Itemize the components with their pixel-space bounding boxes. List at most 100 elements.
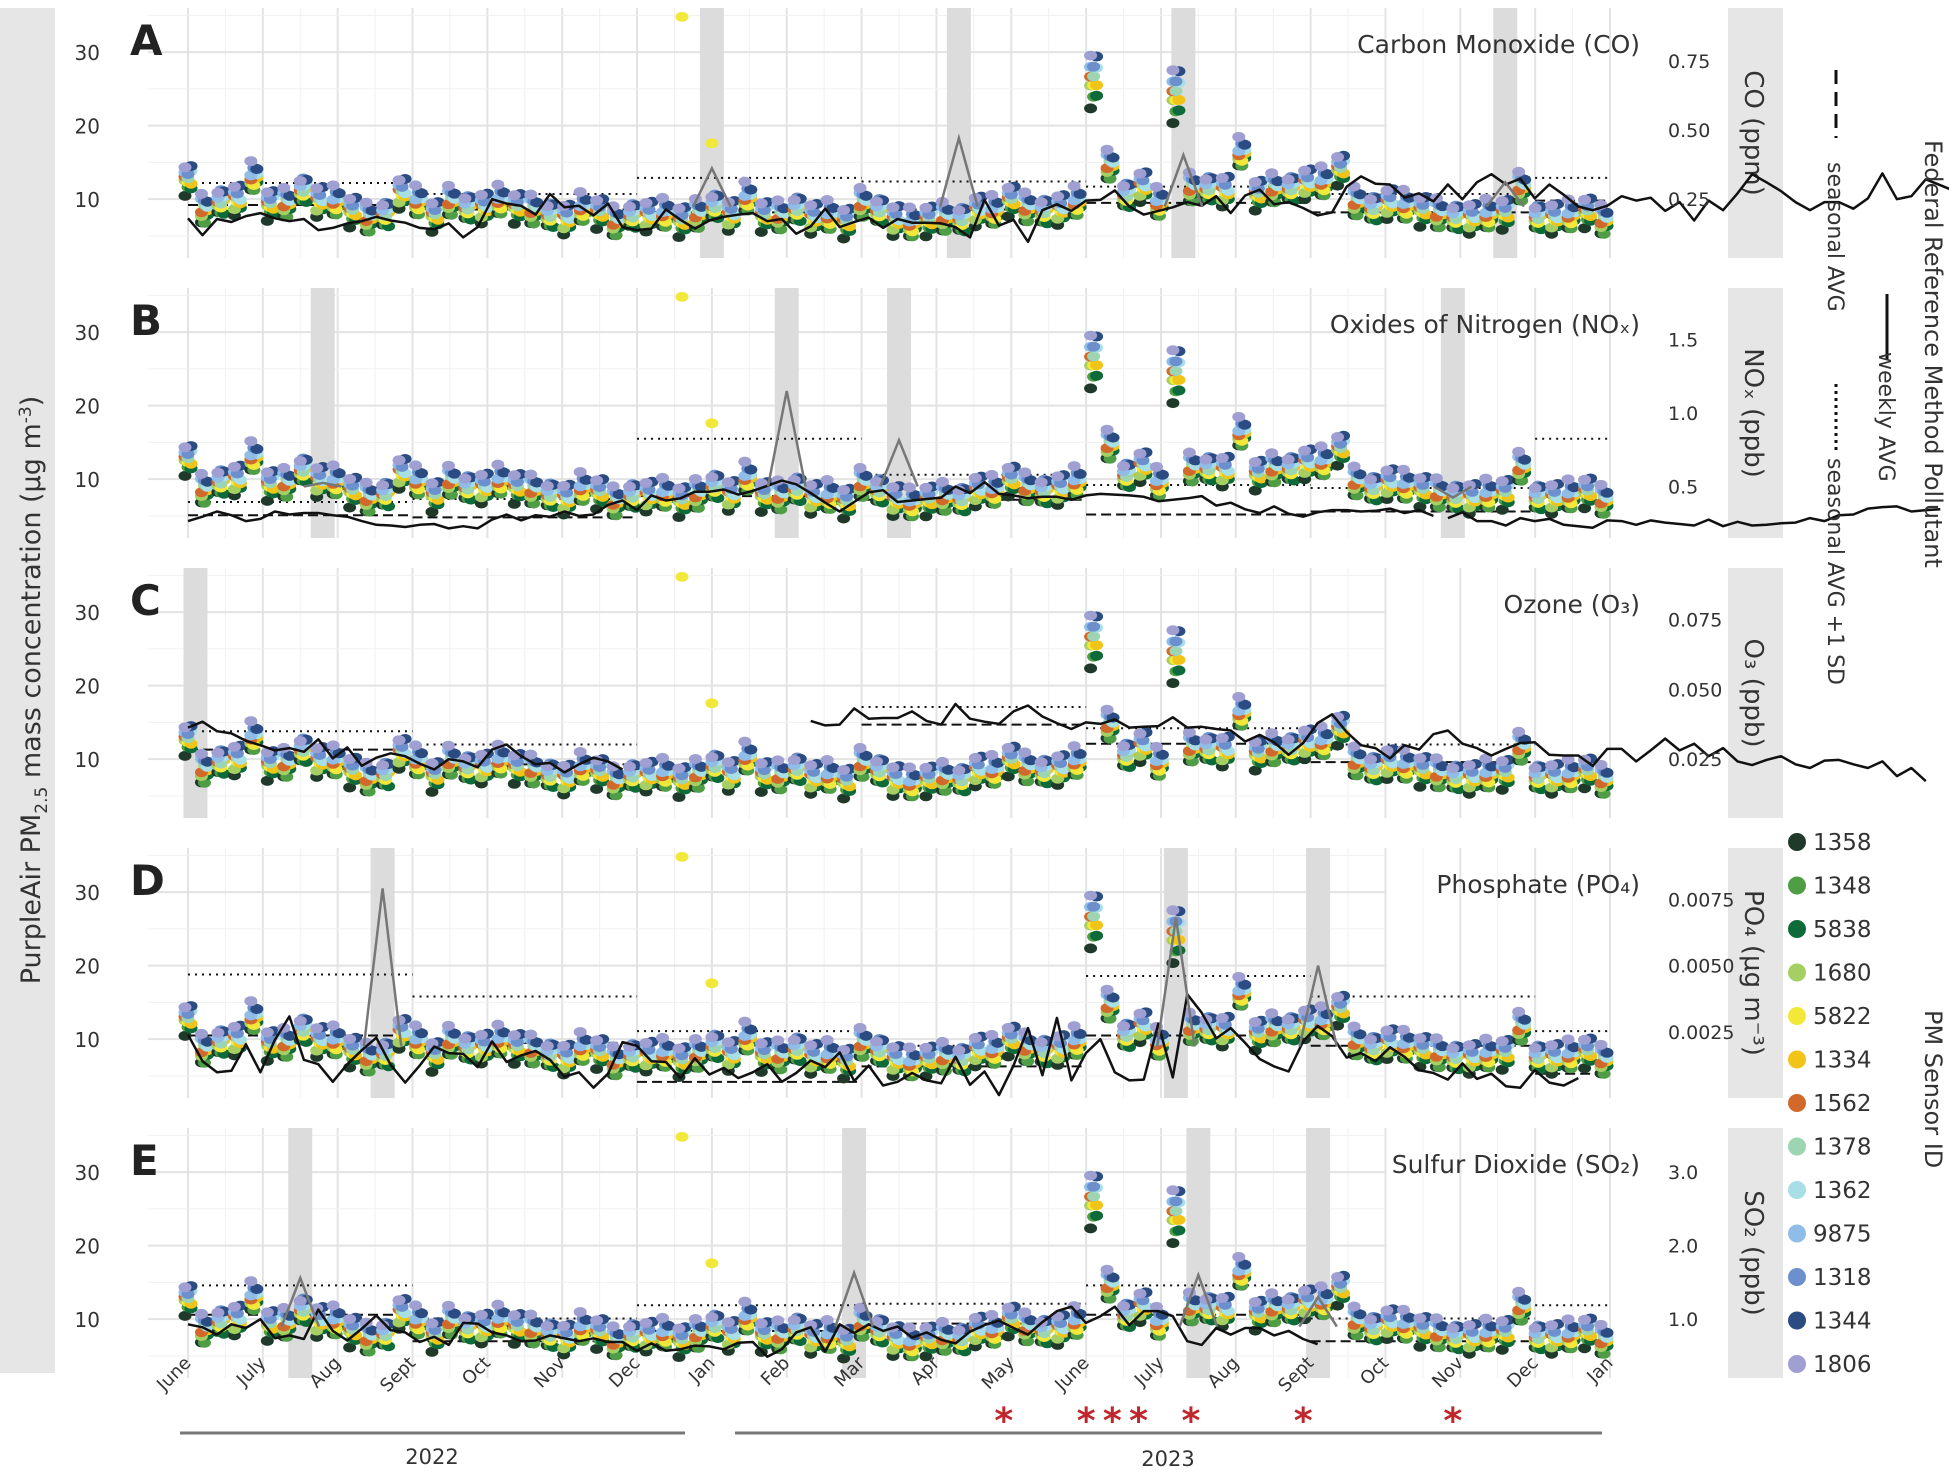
sensor-point <box>853 742 867 753</box>
sensor-point <box>1402 752 1416 763</box>
sensor-point <box>908 210 922 221</box>
sensor-point <box>1087 61 1101 72</box>
sensor-point <box>1298 165 1312 176</box>
sensor-point <box>1172 105 1186 116</box>
sensor-point <box>908 1050 922 1061</box>
sensor-point <box>497 1027 511 1038</box>
sensor-point <box>1073 189 1087 200</box>
sensor-point <box>425 758 439 769</box>
sensor-point <box>1084 330 1098 341</box>
sensor-point <box>1090 650 1104 661</box>
sensor-point <box>260 495 274 506</box>
sensor-point <box>1215 1013 1229 1023</box>
sensor-point <box>260 775 274 786</box>
sensor-point <box>260 1027 274 1038</box>
sensor-point <box>194 468 208 479</box>
sensor-point <box>1347 1021 1361 1032</box>
panel-title: Carbon Monoxide (CO) <box>1357 30 1640 59</box>
sensor-point <box>1320 449 1334 460</box>
sensor-point <box>688 1033 702 1044</box>
sensor-point <box>326 740 340 751</box>
sensor-point <box>1413 221 1427 232</box>
sensor-point <box>826 1043 840 1053</box>
sensor-point <box>952 765 966 776</box>
sensor-point <box>1479 193 1493 204</box>
sensor-point <box>985 1029 999 1040</box>
sensor-point <box>639 1038 653 1048</box>
right-tick-label: 0.5 <box>1668 477 1698 499</box>
right-axis-label: NOₓ (ppb) <box>1738 348 1768 478</box>
sensor-point <box>1199 734 1213 745</box>
sensor-point <box>178 1030 192 1041</box>
sensor-point <box>738 456 752 467</box>
sensor-point <box>908 490 922 501</box>
sensor-point <box>1396 464 1410 475</box>
sensor-point <box>1353 189 1367 200</box>
sensor-point <box>1495 756 1509 767</box>
sensor-point <box>1320 729 1334 740</box>
sensor-point <box>661 200 675 211</box>
sensor-point <box>1380 1025 1394 1036</box>
sensor-point <box>343 473 357 484</box>
sensor-point <box>919 511 933 522</box>
sensor-point <box>1429 473 1443 484</box>
sensor-point <box>837 764 851 775</box>
sensor-point <box>1199 454 1213 465</box>
sensor-point <box>777 203 791 214</box>
sensor-point <box>409 740 423 751</box>
sensor-point <box>1567 482 1581 493</box>
sensor-point <box>672 1043 686 1054</box>
sensor-point <box>1380 465 1394 476</box>
sensor-point <box>612 489 626 500</box>
sensor-point <box>392 175 406 186</box>
sensor-point <box>1248 457 1262 468</box>
sensor-point <box>1018 187 1032 198</box>
sensor-point <box>1172 654 1186 665</box>
sensor-point <box>837 1073 851 1084</box>
sensor-point <box>293 1015 307 1026</box>
sensor-point <box>540 480 554 491</box>
sensor-point <box>1512 1006 1526 1017</box>
sensor-point <box>694 761 708 772</box>
sensor-point <box>1090 360 1104 371</box>
sensor-point <box>211 1027 225 1038</box>
sensor-point <box>579 1034 593 1045</box>
sensor-point <box>1462 480 1476 491</box>
sensor-point <box>754 226 768 237</box>
sensor-point <box>441 460 455 471</box>
weekly-avg-line <box>187 172 1949 244</box>
sensor-point <box>244 436 258 447</box>
sensor-point <box>293 455 307 466</box>
sensor-point <box>1479 753 1493 764</box>
sensor-point <box>661 760 675 771</box>
sensor-point <box>655 752 669 763</box>
sensor-point <box>1087 621 1101 632</box>
sensor-point <box>1182 447 1196 458</box>
sensor-point <box>1495 196 1509 207</box>
sensor-point <box>744 184 758 195</box>
sensor-point <box>919 202 933 213</box>
sensor-point <box>1485 1041 1499 1052</box>
sensor-point <box>590 783 604 794</box>
sensor-point <box>826 763 840 773</box>
right-tick-label: 0.75 <box>1668 51 1710 73</box>
sensor-point <box>1485 481 1499 492</box>
sensor-point <box>1067 461 1081 472</box>
sensor-point <box>392 735 406 746</box>
sensor-point <box>1090 640 1104 651</box>
sensor-point <box>1166 118 1180 129</box>
sensor-point <box>1084 610 1098 621</box>
sensor-point <box>968 472 982 483</box>
sensor-point <box>1199 174 1213 185</box>
sensor-point <box>293 735 307 746</box>
sensor-point <box>1446 1043 1460 1054</box>
sensor-point <box>661 480 675 491</box>
sensor-point <box>178 162 192 173</box>
sensor-point <box>837 233 851 244</box>
sensor-point <box>1353 1029 1367 1040</box>
sensor-point <box>1567 1042 1581 1053</box>
sensor-point <box>194 1308 208 1319</box>
sensor-point <box>675 11 689 22</box>
